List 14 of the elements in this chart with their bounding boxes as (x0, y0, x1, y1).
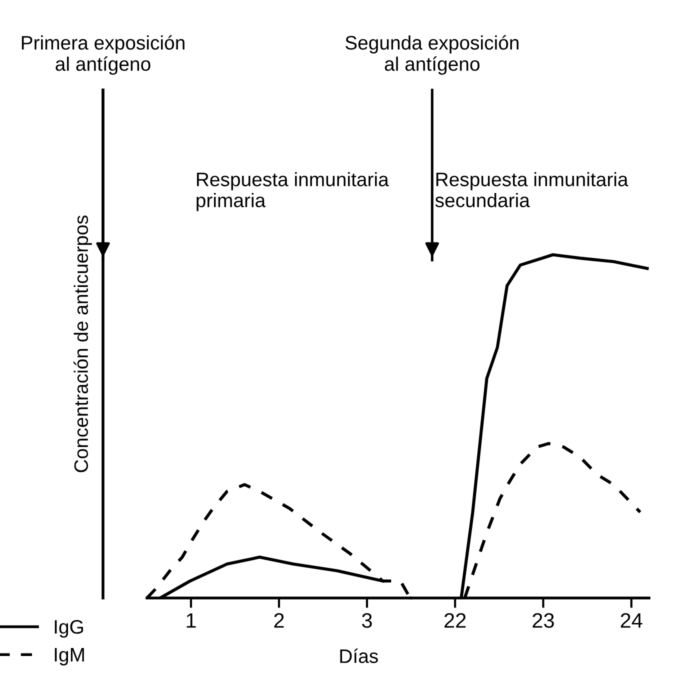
text: Respuesta inmunitaria primaria (196, 172, 389, 212)
ref-line-label: Segunda exposición al antígeno (345, 35, 518, 75)
y-axis-title: Concentración de anticuerpos (74, 216, 92, 472)
legend-label: IgM (54, 648, 84, 666)
x-tick-label: 24 (620, 613, 642, 628)
ref-line-label: Primera exposición al antígeno (22, 35, 184, 75)
legend-label: IgG (54, 620, 83, 638)
x-tick-label: 22 (444, 613, 466, 628)
x-axis-title: Días (340, 648, 378, 664)
x-tick-label: 1 (186, 613, 196, 628)
x-tick-label: 3 (362, 613, 372, 628)
text: Respuesta inmunitaria secundaria (435, 172, 628, 208)
x-tick-label: 23 (532, 613, 554, 628)
x-tick-label: 2 (274, 613, 284, 628)
